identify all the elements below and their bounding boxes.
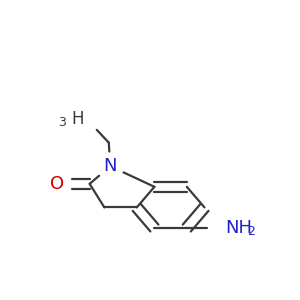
Text: 3: 3 <box>58 116 65 129</box>
Text: N: N <box>103 157 117 175</box>
Text: NH: NH <box>225 219 252 237</box>
Text: H: H <box>71 110 84 128</box>
Text: O: O <box>50 175 64 193</box>
Text: 2: 2 <box>247 225 255 238</box>
